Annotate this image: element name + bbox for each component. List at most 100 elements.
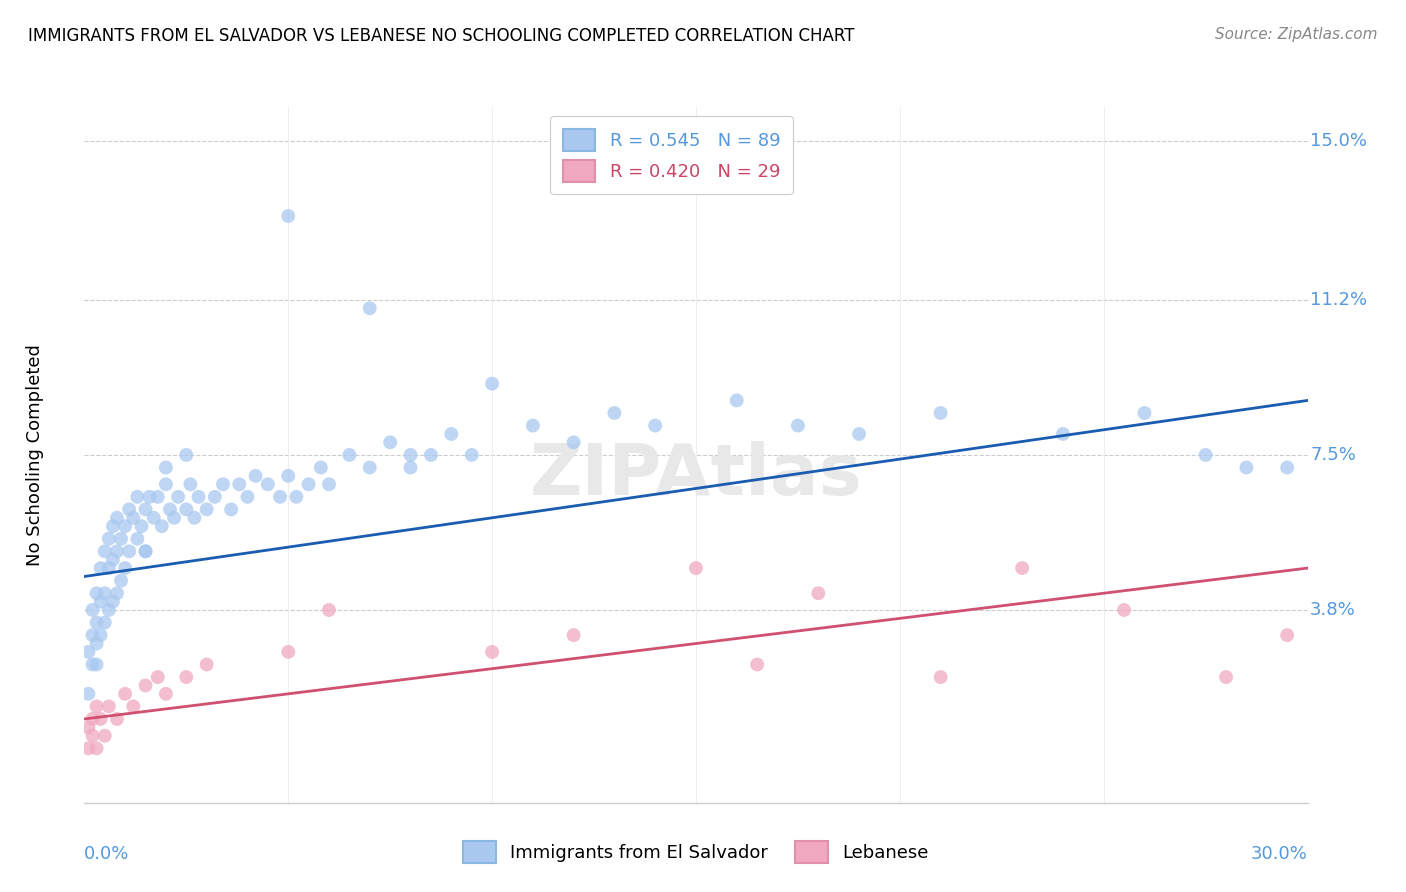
Point	[1275, 628, 1298, 642]
Point	[245, 468, 267, 483]
Point	[1052, 427, 1074, 442]
Point	[82, 628, 104, 642]
Point	[114, 519, 136, 533]
Point	[163, 510, 186, 524]
Point	[644, 418, 666, 433]
Point	[236, 490, 259, 504]
Point	[269, 490, 291, 504]
Point	[97, 561, 120, 575]
Point	[135, 544, 157, 558]
Point	[105, 510, 128, 524]
Point	[86, 741, 108, 756]
Point	[118, 502, 141, 516]
Point	[1114, 603, 1136, 617]
Point	[1133, 406, 1156, 420]
Point	[522, 418, 544, 433]
Point	[146, 670, 169, 684]
Text: 0.0%: 0.0%	[84, 845, 129, 863]
Point	[90, 561, 112, 575]
Point	[82, 729, 104, 743]
Point	[114, 561, 136, 575]
Point	[122, 510, 145, 524]
Point	[93, 615, 115, 630]
Point	[174, 502, 197, 516]
Point	[86, 586, 108, 600]
Point	[105, 586, 128, 600]
Point	[142, 510, 165, 524]
Point	[298, 477, 321, 491]
Point	[929, 406, 952, 420]
Point	[277, 468, 299, 483]
Point	[399, 448, 422, 462]
Point	[787, 418, 810, 433]
Point	[195, 657, 218, 672]
Point	[848, 427, 870, 442]
Point	[685, 561, 707, 575]
Text: 15.0%: 15.0%	[1310, 132, 1367, 150]
Point	[90, 712, 112, 726]
Point	[318, 603, 340, 617]
Text: 11.2%: 11.2%	[1310, 291, 1367, 309]
Point	[277, 209, 299, 223]
Point	[135, 678, 157, 692]
Point	[77, 720, 100, 734]
Point	[82, 657, 104, 672]
Point	[155, 687, 177, 701]
Point	[1195, 448, 1218, 462]
Point	[747, 657, 769, 672]
Point	[277, 645, 299, 659]
Point	[603, 406, 626, 420]
Point	[309, 460, 332, 475]
Point	[122, 699, 145, 714]
Point	[97, 603, 120, 617]
Point	[90, 594, 112, 608]
Point	[219, 502, 242, 516]
Text: ZIPAtlas: ZIPAtlas	[530, 442, 862, 510]
Point	[420, 448, 443, 462]
Point	[562, 628, 585, 642]
Point	[135, 544, 157, 558]
Point	[93, 729, 115, 743]
Point	[138, 490, 160, 504]
Point	[97, 532, 120, 546]
Point	[1275, 460, 1298, 475]
Point	[97, 699, 120, 714]
Point	[807, 586, 830, 600]
Point	[481, 645, 503, 659]
Point	[562, 435, 585, 450]
Point	[77, 687, 100, 701]
Point	[135, 502, 157, 516]
Point	[167, 490, 190, 504]
Point	[399, 460, 422, 475]
Point	[725, 393, 748, 408]
Point	[110, 574, 132, 588]
Point	[155, 460, 177, 475]
Point	[1011, 561, 1033, 575]
Text: 30.0%: 30.0%	[1251, 845, 1308, 863]
Point	[118, 544, 141, 558]
Point	[1215, 670, 1237, 684]
Point	[101, 519, 124, 533]
Point	[101, 594, 124, 608]
Point	[86, 699, 108, 714]
Point	[174, 670, 197, 684]
Point	[481, 376, 503, 391]
Point	[114, 687, 136, 701]
Point	[228, 477, 250, 491]
Point	[77, 741, 100, 756]
Point	[359, 301, 381, 316]
Point	[105, 544, 128, 558]
Point	[146, 490, 169, 504]
Point	[86, 636, 108, 650]
Point	[131, 519, 153, 533]
Point	[359, 460, 381, 475]
Point	[82, 712, 104, 726]
Point	[127, 490, 149, 504]
Point	[150, 519, 173, 533]
Point	[174, 448, 197, 462]
Point	[105, 712, 128, 726]
Point	[93, 544, 115, 558]
Point	[285, 490, 308, 504]
Point	[159, 502, 181, 516]
Point	[127, 532, 149, 546]
